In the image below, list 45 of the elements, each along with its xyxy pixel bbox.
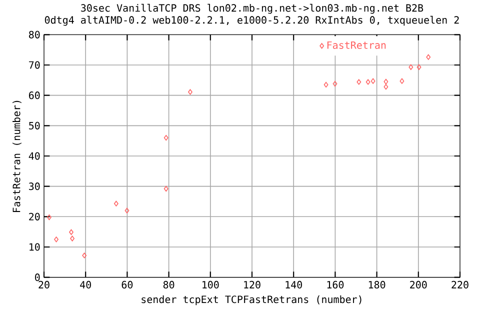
y-tick-label: 80 (29, 30, 40, 38)
y-tick-label: 60 (29, 92, 40, 100)
x-tick-label: 140 (286, 280, 302, 288)
point (164, 134, 168, 141)
x-tick-label: 160 (327, 280, 344, 288)
point (188, 89, 192, 95)
point (164, 186, 168, 192)
legend-label: FastRetran (327, 41, 386, 49)
x-axis-title: sender tcpExt TCPFastRetrans (number) (142, 295, 362, 306)
x-tick-label: 60 (122, 280, 133, 288)
point (70, 236, 74, 242)
point (54, 236, 58, 242)
point (400, 78, 404, 84)
point (82, 252, 87, 258)
point (124, 208, 130, 214)
y-tick-label: 70 (29, 61, 40, 69)
point (384, 78, 388, 84)
point (416, 64, 422, 70)
point (356, 79, 362, 85)
y-tick-label: 30 (29, 182, 40, 190)
point (324, 82, 328, 88)
y-tick-label: 40 (28, 152, 40, 160)
point (114, 200, 118, 206)
y-axis-title: FastRetran (number) (12, 100, 22, 212)
y-tick-label: 10 (30, 243, 40, 251)
y-tick-label: 50 (29, 122, 40, 130)
x-tick-label: 80 (163, 280, 174, 288)
chart-subtitle: 0dtg4 altAIMD-0.2 web100-2.2.1, e1000-5.2.20 RxIntAbs 0, txqueuelen 2 (44, 16, 459, 26)
x-tick-label: 20 (38, 280, 50, 288)
point (426, 54, 431, 60)
point (408, 64, 414, 70)
point (384, 84, 388, 90)
x-tick-label: 200 (410, 280, 427, 288)
x-tick-label: 120 (244, 280, 260, 288)
x-tick-label: 180 (368, 280, 386, 288)
point (332, 81, 338, 87)
y-tick-label: 20 (29, 212, 40, 220)
x-tick-label: 220 (452, 280, 468, 288)
chart-title: 30sec VanillaTCP DRS lon02.mb-ng.net->lon03.mb-ng.net B2B (81, 4, 424, 14)
y-tick-label: 0 (35, 274, 40, 282)
x-tick-label: 100 (202, 280, 219, 288)
point (366, 79, 370, 85)
x-tick-label: 40 (80, 280, 91, 288)
point (370, 78, 376, 84)
point (69, 229, 74, 235)
